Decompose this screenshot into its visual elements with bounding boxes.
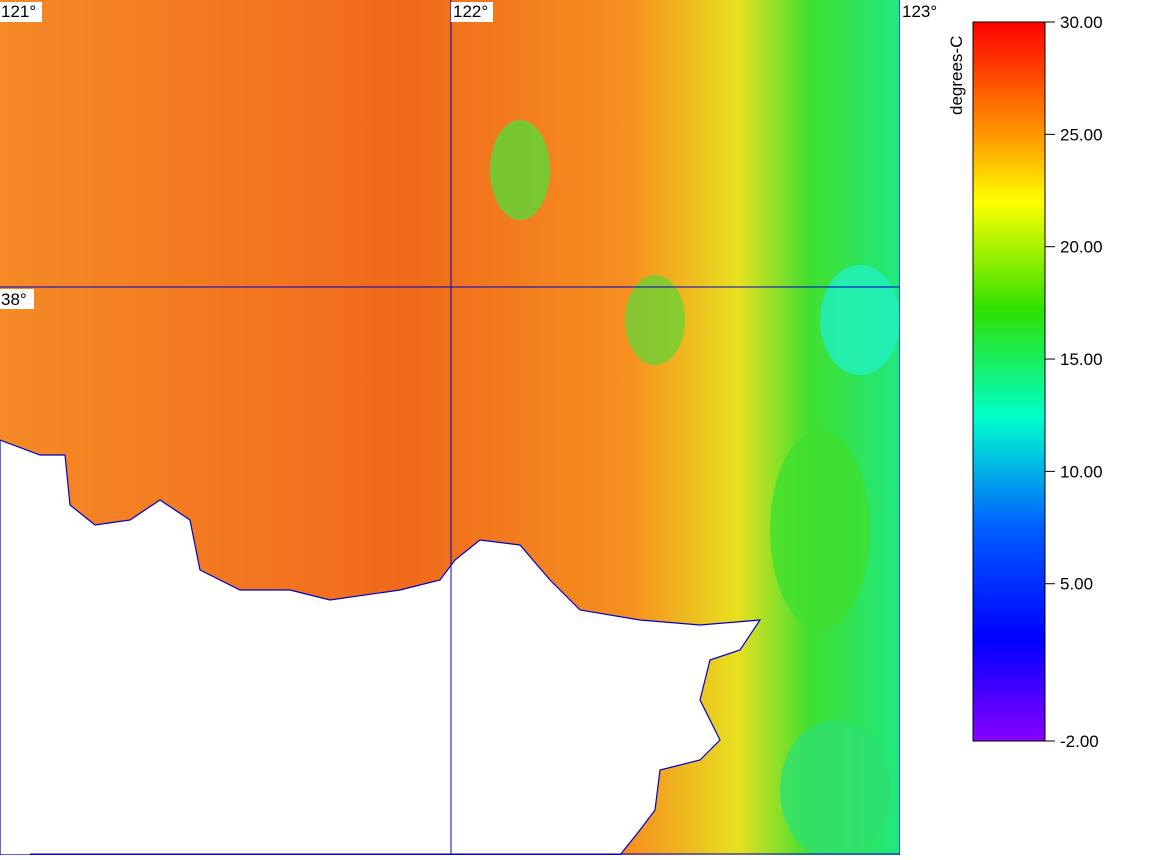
- colorbar-tick-label: 20.00: [1060, 238, 1103, 257]
- cool-patch: [625, 275, 685, 365]
- cool-patch: [780, 720, 890, 855]
- latitude-label: 38°: [1, 290, 27, 309]
- colorbar: [972, 21, 1046, 742]
- colorbar-tick-label: 10.00: [1060, 462, 1103, 481]
- label-bg: [0, 2, 42, 22]
- label-bg: [900, 2, 944, 22]
- colorbar-tick-label: 25.00: [1060, 125, 1103, 144]
- land: [0, 439, 762, 855]
- label-bg: [0, 289, 34, 309]
- cool-patch: [820, 265, 900, 375]
- cool-patch: [490, 120, 550, 220]
- longitude-label: 123°: [902, 2, 937, 21]
- longitude-label: 122°: [453, 2, 488, 21]
- label-bg: [451, 2, 493, 22]
- colorbar-tick-label: 15.00: [1060, 350, 1103, 369]
- colorbar-tick-label: 5.00: [1060, 575, 1093, 594]
- longitude-label: 121°: [1, 2, 36, 21]
- map: [0, 0, 900, 855]
- colorbar-tick-label: -2.00: [1060, 732, 1099, 751]
- cool-patch: [770, 430, 870, 630]
- colorbar-title: degrees-C: [947, 36, 966, 115]
- colorbar-tick-label: 30.00: [1060, 13, 1103, 32]
